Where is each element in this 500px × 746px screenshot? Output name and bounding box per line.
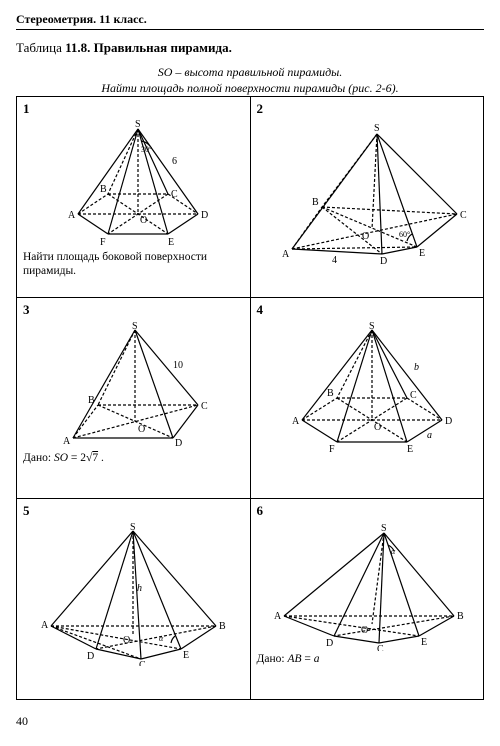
svg-text:A: A [282,249,290,260]
cell-1-caption: Найти площадь боковой поверхности пирами… [23,251,244,279]
svg-text:A: A [41,620,49,631]
svg-text:D: D [445,416,452,427]
svg-text:E: E [407,444,413,455]
subtitle-line2: Найти площадь полной поверхности пирамид… [101,81,398,95]
cell-number: 3 [23,302,244,318]
svg-text:C: C [201,401,208,412]
svg-text:A: A [68,210,76,221]
svg-text:a: a [427,430,432,441]
cell-4: 4 S A B C D E [250,298,484,499]
svg-text:C: C [410,390,417,401]
figure-1: S A B C D E F O 6 30° [38,119,228,249]
cell-2: 2 S A B C D [250,97,484,298]
table-title: Таблица 11.8. Правильная пирамида. [16,40,484,56]
svg-text:b: b [414,362,419,373]
figure-5: S A B C D E O h α [31,521,236,666]
svg-text:C: C [460,210,467,221]
svg-text:O: O [138,424,145,435]
svg-text:6: 6 [172,156,177,167]
cell-5: 5 S A B C D E [17,499,251,700]
svg-text:A: A [63,436,71,447]
subtitle-line1: SO – высота правильной пирамиды. [158,65,343,79]
cell-1: 1 S A [17,97,251,298]
title-rest: Правильная пирамида. [90,40,231,55]
svg-text:30°: 30° [141,145,152,154]
svg-text:B: B [312,197,319,208]
svg-text:F: F [329,444,335,455]
svg-text:S: S [135,119,141,130]
cell-3: 3 S A B C D O 10 Дано: SO = [17,298,251,499]
svg-text:10: 10 [173,360,183,371]
svg-text:E: E [168,237,174,248]
svg-text:S: S [369,321,375,332]
svg-text:C: C [139,660,146,666]
figure-3: S A B C D O 10 [38,320,228,450]
svg-text:E: E [421,637,427,648]
cell-3-caption: Дано: SO = 2√7 . [23,452,244,466]
svg-text:B: B [88,395,95,406]
svg-text:E: E [419,248,425,259]
svg-text:F: F [100,237,106,248]
svg-text:B: B [327,388,334,399]
svg-text:S: S [381,523,387,534]
svg-text:O: O [374,422,381,433]
svg-text:C: C [171,189,178,200]
svg-text:α: α [391,547,396,556]
svg-text:B: B [219,621,226,632]
problems-grid: 1 S A [16,96,484,700]
cell-number: 1 [23,101,244,117]
svg-text:D: D [175,438,182,449]
svg-text:A: A [274,611,282,622]
svg-text:O: O [361,625,368,636]
subtitle: SO – высота правильной пирамиды. Найти п… [16,64,484,96]
figure-6: S A B C D E O α [264,521,469,651]
svg-text:4: 4 [332,255,337,264]
cell-6: 6 S A B C D E [250,499,484,700]
svg-text:h: h [137,583,142,594]
svg-text:O: O [140,215,147,226]
svg-text:60°: 60° [399,230,410,239]
svg-text:S: S [374,123,380,134]
figure-4: S A B C D E F O a b [267,320,467,455]
cell-number: 5 [23,503,244,519]
svg-text:O: O [362,231,369,242]
title-prefix: Таблица [16,40,65,55]
svg-text:D: D [87,651,94,662]
svg-text:E: E [183,650,189,661]
svg-text:S: S [130,522,136,533]
svg-text:D: D [201,210,208,221]
svg-text:C: C [377,644,384,651]
svg-text:S: S [132,321,138,332]
page-header: Стереометрия. 11 класс. [16,12,484,30]
title-number: 11.8. [65,40,90,55]
svg-text:B: B [100,184,107,195]
svg-text:O: O [123,635,130,646]
svg-text:A: A [292,416,300,427]
figure-2: S A B C D E O 4 60° [262,119,472,264]
cell-number: 2 [257,101,478,117]
svg-text:B: B [457,611,464,622]
page-number: 40 [16,714,484,729]
cell-6-caption: Дано: AB = a [257,653,478,667]
cell-number: 4 [257,302,478,318]
cell-number: 6 [257,503,478,519]
svg-text:α: α [159,634,164,643]
svg-text:D: D [326,638,333,649]
svg-text:D: D [380,256,387,264]
